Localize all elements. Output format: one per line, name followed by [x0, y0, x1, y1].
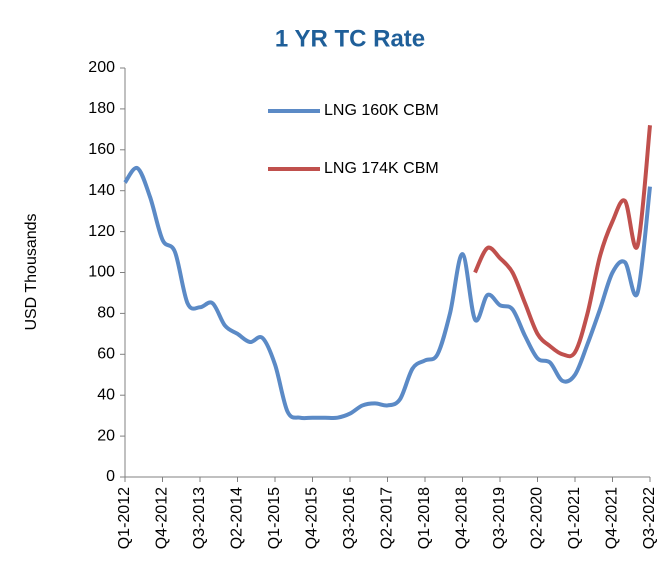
- chart-title: 1 YR TC Rate: [275, 25, 425, 52]
- x-tick-label: Q1-2018: [416, 487, 433, 549]
- x-tick-label: Q3-2016: [341, 487, 358, 549]
- x-tick-label: Q1-2021: [566, 487, 583, 549]
- x-tick-label: Q2-2014: [229, 487, 246, 549]
- legend-label: LNG 174K CBM: [324, 160, 439, 177]
- x-tick-label: Q1-2015: [266, 487, 283, 549]
- y-tick-label: 140: [88, 182, 115, 199]
- y-tick-label: 0: [106, 468, 115, 485]
- x-tick-label: Q3-2013: [191, 487, 208, 549]
- series-line: [123, 166, 652, 421]
- x-tick-label: Q4-2015: [304, 487, 321, 549]
- x-tick-label: Q2-2020: [529, 487, 546, 549]
- y-tick-label: 120: [88, 223, 115, 240]
- y-tick-label: 20: [97, 427, 115, 444]
- y-tick-label: 180: [88, 100, 115, 117]
- x-tick-label: Q3-2019: [491, 487, 508, 549]
- y-axis-title: USD Thousands: [23, 213, 40, 330]
- x-tick-label: Q2-2017: [379, 487, 396, 549]
- y-tick-label: 80: [97, 305, 115, 322]
- legend-label: LNG 160K CBM: [324, 102, 439, 119]
- y-tick-label: 200: [88, 59, 115, 76]
- y-tick-label: 60: [97, 346, 115, 363]
- y-tick-label: 100: [88, 264, 115, 281]
- y-tick-label: 160: [88, 141, 115, 158]
- x-tick-label: Q3-2022: [641, 487, 658, 549]
- x-tick-label: Q4-2012: [154, 487, 171, 549]
- series-line: [473, 125, 652, 359]
- x-tick-label: Q4-2018: [454, 487, 471, 549]
- y-tick-label: 40: [97, 386, 115, 403]
- x-tick-label: Q4-2021: [604, 487, 621, 549]
- x-tick-label: Q1-2012: [116, 487, 133, 549]
